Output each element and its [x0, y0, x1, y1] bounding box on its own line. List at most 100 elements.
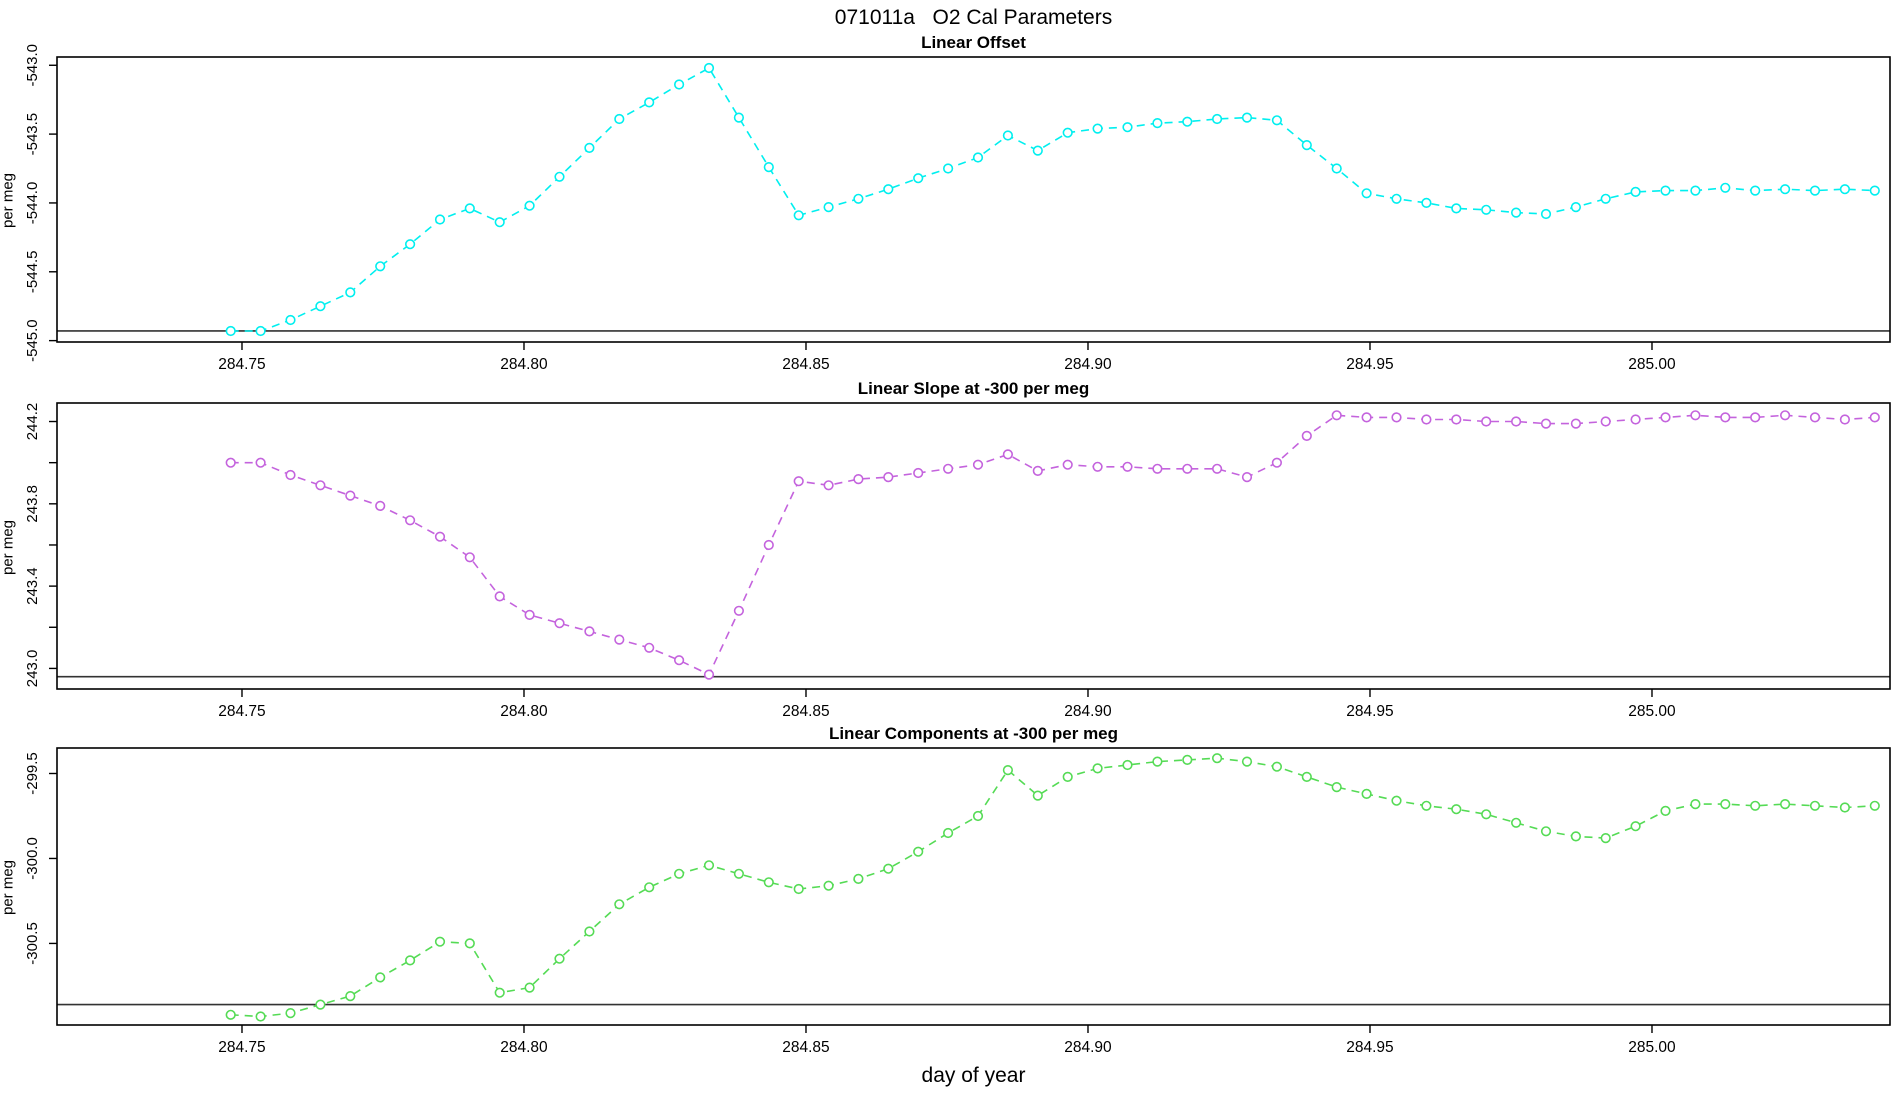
data-point: [703, 860, 715, 871]
data-point: [1660, 185, 1671, 196]
data-point: [1271, 115, 1282, 126]
y-tick-label: -300.0: [24, 837, 41, 880]
x-tick-label: 284.95: [1346, 1039, 1393, 1056]
y-tick-label: 244.2: [24, 403, 41, 441]
data-point: [733, 868, 745, 879]
data-point: [1839, 802, 1850, 813]
x-tick-label: 284.95: [1346, 703, 1393, 720]
y-tick-label: -543.0: [24, 44, 41, 87]
data-point: [1570, 831, 1581, 842]
data-point: [315, 480, 326, 491]
data-point: [1510, 416, 1522, 427]
x-tick-label: 285.00: [1628, 703, 1676, 720]
data-point: [1211, 113, 1223, 125]
x-tick-label: 284.80: [500, 356, 548, 373]
data-point: [1391, 412, 1402, 423]
data-point: [942, 463, 954, 474]
data-point: [1809, 185, 1821, 196]
x-tick-label: 284.75: [218, 703, 265, 720]
plot-box: [56, 747, 1891, 1026]
data-point: [1032, 465, 1043, 477]
data-point: [1451, 804, 1462, 815]
data-point: [345, 990, 356, 1002]
y-tick-label: -544.5: [24, 251, 41, 294]
data-point: [375, 261, 386, 272]
x-tick-label: 284.90: [1064, 356, 1112, 373]
data-point: [554, 618, 565, 629]
page-title: 071011a O2 Cal Parameters: [834, 6, 1113, 29]
series-line: [230, 66, 1875, 332]
x-tick-label: 284.80: [500, 1039, 548, 1056]
data-point: [883, 863, 894, 874]
data-point: [1331, 163, 1342, 174]
series-line: [230, 757, 1875, 1018]
x-tick-label: 284.85: [782, 703, 829, 720]
data-point: [733, 605, 745, 616]
data-point: [225, 325, 236, 337]
data-point: [673, 79, 685, 90]
data-point: [1451, 414, 1462, 425]
data-point: [315, 301, 326, 312]
data-point: [225, 457, 236, 468]
data-point: [823, 880, 834, 891]
data-point: [972, 152, 984, 163]
data-point: [614, 634, 625, 645]
data-point: [1241, 112, 1253, 123]
data-point: [1361, 412, 1372, 423]
y-tick-label: 243.8: [24, 485, 41, 523]
data-point: [972, 459, 984, 470]
data-point: [375, 500, 386, 512]
data-point: [1301, 140, 1312, 151]
data-point: [584, 926, 595, 937]
data-point: [1002, 764, 1014, 776]
data-point: [405, 515, 416, 526]
data-point: [494, 591, 505, 602]
series-line: [230, 414, 1875, 676]
data-point: [614, 113, 625, 125]
y-tick-label: 243.4: [24, 567, 41, 605]
data-point: [853, 873, 864, 885]
y-tick-label: -545.0: [24, 319, 41, 362]
data-point: [1869, 800, 1880, 811]
data-point: [345, 287, 356, 298]
data-point: [464, 938, 475, 949]
data-point: [524, 609, 535, 621]
data-point: [972, 810, 984, 822]
data-point: [793, 210, 804, 221]
data-point: [255, 1011, 266, 1022]
data-point: [883, 184, 894, 195]
data-point: [1660, 805, 1671, 817]
y-tick-label: -300.5: [24, 922, 41, 965]
data-point: [1720, 412, 1731, 423]
panel-title-linear-components: Linear Components at -300 per meg: [828, 724, 1119, 743]
data-point: [1271, 761, 1282, 772]
data-point: [285, 314, 296, 326]
data-point: [434, 214, 446, 225]
data-point: [1540, 826, 1552, 837]
data-point: [1510, 817, 1522, 828]
data-point: [1690, 410, 1701, 421]
data-point: [853, 474, 864, 485]
data-point: [673, 868, 685, 879]
plot-box: [56, 56, 1891, 343]
data-point: [285, 1007, 296, 1019]
data-point: [644, 882, 655, 893]
data-point: [1510, 207, 1522, 218]
data-point: [1122, 461, 1133, 472]
data-point: [644, 97, 655, 108]
data-point: [1211, 463, 1223, 474]
data-point: [1540, 208, 1552, 220]
data-point: [225, 1009, 236, 1020]
data-point: [1421, 414, 1432, 425]
data-point: [1361, 788, 1372, 800]
plot-box: [56, 402, 1891, 690]
data-point: [434, 531, 446, 542]
data-point: [1241, 756, 1253, 767]
data-point: [644, 642, 655, 653]
data-point: [763, 539, 774, 551]
x-tick-label: 284.85: [782, 356, 829, 373]
panel-title-linear-slope: Linear Slope at -300 per meg: [857, 379, 1090, 398]
data-point: [1750, 185, 1761, 196]
data-point: [853, 193, 864, 204]
